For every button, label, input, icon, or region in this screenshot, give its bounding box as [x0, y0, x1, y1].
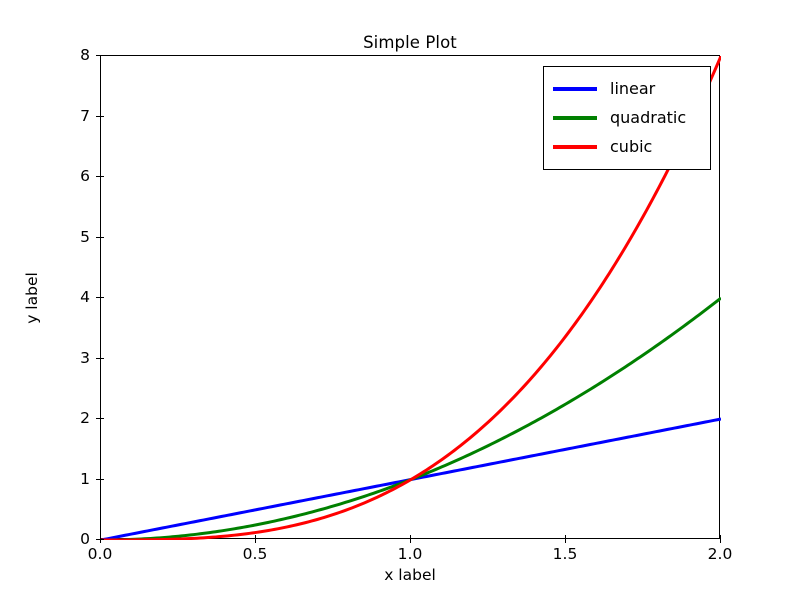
x-tick-label: 2.0 — [707, 545, 733, 563]
y-tick-label: 5 — [80, 227, 90, 246]
y-tick-mark-inner — [100, 478, 104, 480]
legend-label: cubic — [610, 136, 653, 156]
x-tick-label: 0.5 — [242, 545, 268, 563]
chart-title: Simple Plot — [363, 33, 457, 52]
y-tick-label: 0 — [80, 530, 90, 548]
y-tick-mark-inner — [100, 55, 104, 56]
y-tick-label: 4 — [80, 288, 90, 306]
y-tick-mark-inner — [100, 297, 104, 298]
legend-item-cubic[interactable]: cubic — [553, 132, 701, 161]
y-tick-mark — [96, 176, 100, 177]
legend-item-quadratic[interactable]: quadratic — [553, 103, 701, 132]
y-tick-mark-inner — [100, 418, 104, 419]
y-tick-label: 7 — [80, 106, 90, 125]
y-tick-label: 6 — [80, 167, 90, 185]
x-tick-mark-inner — [410, 535, 411, 539]
x-tick-mark-inner — [100, 535, 101, 539]
y-axis-label-wrapper: y label — [0, 0, 44, 600]
legend-color-swatch — [553, 115, 597, 120]
x-tick-mark — [255, 539, 256, 543]
y-tick-mark-inner — [100, 115, 104, 117]
x-axis-label: x label — [384, 566, 436, 584]
legend-label: linear — [610, 78, 656, 98]
x-tick-mark-inner — [255, 535, 256, 539]
y-tick-mark — [96, 115, 100, 117]
x-tick-mark-inner — [720, 535, 721, 539]
y-tick-label: 2 — [80, 409, 90, 427]
y-tick-mark — [96, 357, 100, 359]
x-tick-mark — [720, 539, 721, 543]
y-tick-mark-inner — [100, 236, 104, 238]
x-tick-label: 1.0 — [397, 545, 423, 563]
curve-cubic — [101, 56, 721, 540]
legend-color-swatch — [553, 86, 597, 91]
x-tick-mark — [100, 539, 101, 543]
x-tick-mark — [410, 539, 411, 543]
y-tick-mark — [96, 539, 100, 540]
legend-color-swatch — [553, 144, 597, 149]
legend-label: quadratic — [610, 107, 687, 127]
y-tick-label: 3 — [80, 348, 90, 367]
legend[interactable]: linear quadratic cubic — [543, 66, 711, 170]
plot-curves — [101, 56, 721, 540]
curve-quadratic — [101, 296, 721, 540]
y-tick-mark — [96, 55, 100, 56]
y-tick-mark — [96, 297, 100, 298]
y-tick-label: 8 — [80, 46, 90, 64]
y-tick-mark-inner — [100, 176, 104, 177]
y-tick-label: 1 — [80, 469, 90, 488]
x-tick-mark — [565, 539, 566, 543]
y-axis-label: y label — [23, 272, 41, 324]
y-tick-mark — [96, 418, 100, 419]
y-tick-mark-inner — [100, 539, 104, 540]
y-tick-mark — [96, 478, 100, 480]
x-tick-label: 1.5 — [552, 545, 578, 563]
y-tick-mark — [96, 236, 100, 238]
x-tick-mark-inner — [565, 535, 566, 539]
x-tick-label: 0.0 — [87, 545, 113, 563]
y-tick-mark-inner — [100, 357, 104, 359]
legend-item-linear[interactable]: linear — [553, 74, 701, 103]
